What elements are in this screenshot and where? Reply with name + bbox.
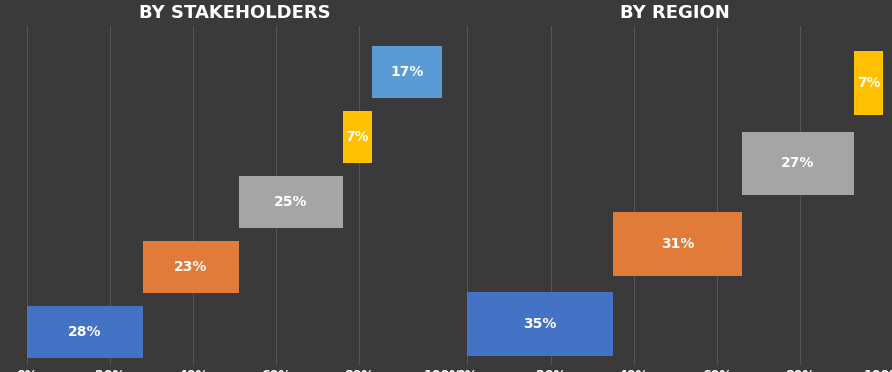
FancyBboxPatch shape (239, 176, 343, 228)
FancyBboxPatch shape (143, 241, 239, 293)
Text: 7%: 7% (856, 76, 880, 90)
FancyBboxPatch shape (467, 292, 613, 356)
Text: 17%: 17% (391, 65, 424, 79)
Title: BY STAKEHOLDERS: BY STAKEHOLDERS (139, 4, 330, 22)
FancyBboxPatch shape (372, 46, 442, 98)
Text: 31%: 31% (661, 237, 694, 251)
FancyBboxPatch shape (742, 132, 854, 195)
Text: 25%: 25% (274, 195, 308, 209)
FancyBboxPatch shape (854, 51, 883, 115)
Text: 28%: 28% (68, 325, 102, 339)
Title: BY REGION: BY REGION (620, 4, 731, 22)
Text: 23%: 23% (174, 260, 208, 274)
FancyBboxPatch shape (613, 212, 742, 276)
FancyBboxPatch shape (343, 111, 372, 163)
Text: 27%: 27% (781, 157, 814, 170)
FancyBboxPatch shape (27, 306, 143, 358)
Text: 35%: 35% (524, 317, 557, 331)
Text: 7%: 7% (345, 130, 369, 144)
